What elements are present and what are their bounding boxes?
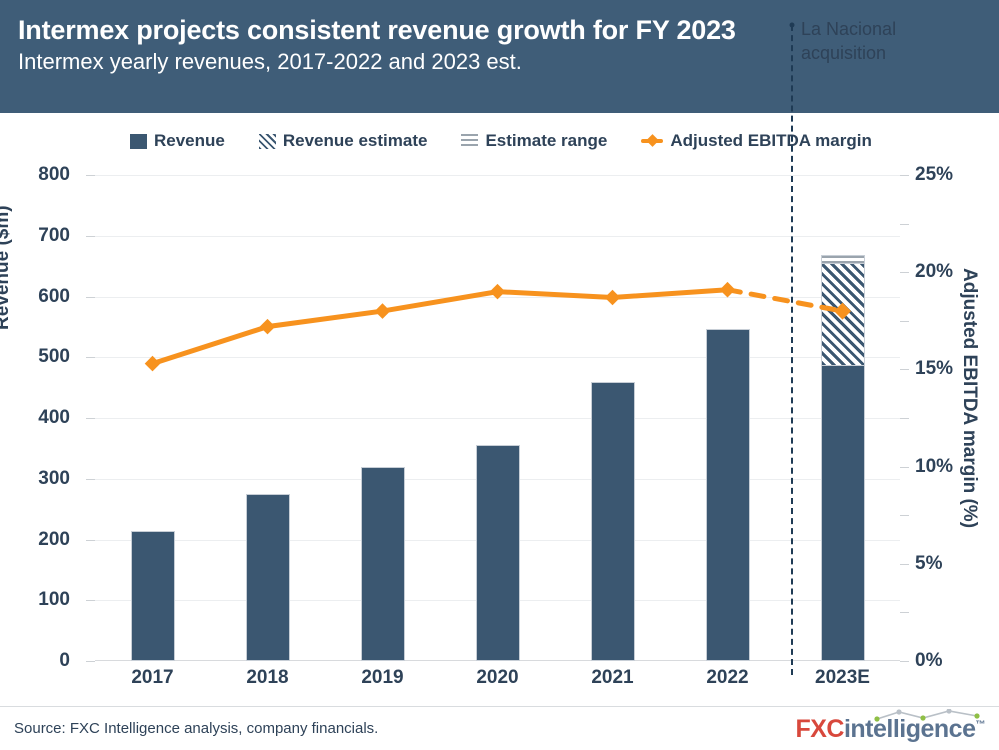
y-axis-tickmark-left: [86, 235, 95, 237]
y-axis-tick-label-left: 500: [38, 346, 70, 368]
chart-header: Intermex projects consistent revenue gro…: [0, 0, 999, 113]
page-title: Intermex projects consistent revenue gro…: [18, 15, 736, 45]
bar-estimate-range-2023E[interactable]: [820, 255, 865, 264]
chart-legend: Revenue Revenue estimate Estimate range …: [130, 131, 872, 151]
legend-label-estimate-range: Estimate range: [485, 131, 608, 150]
legend-label-adjusted-ebitda-margin: Adjusted EBITDA margin: [670, 131, 872, 150]
y-axis-tick-label-left: 600: [38, 285, 70, 307]
y-axis-tick-label-left: 300: [38, 467, 70, 489]
y-axis-tick-label-right: 10%: [915, 455, 954, 477]
y-axis-tickmark-right: [900, 369, 909, 371]
y-axis-tickmark-right: [900, 320, 909, 322]
y-axis-tickmark-left: [86, 478, 95, 480]
annotation-line-2: acquisition: [801, 43, 887, 63]
y-axis-tick-label-left: 800: [38, 164, 70, 185]
ebitda-marker-2022[interactable]: [719, 281, 736, 298]
ebitda-line-solid-segment: [150, 287, 730, 367]
legend-item-revenue: Revenue: [130, 131, 225, 151]
ebitda-marker-2018[interactable]: [259, 318, 276, 335]
horizontal-lines-icon: [461, 133, 479, 149]
orange-line-marker-icon: [641, 135, 664, 147]
x-axis-label-2018: 2018: [246, 667, 289, 688]
logo-trademark-icon: ™: [975, 719, 986, 731]
legend-item-adjusted-ebitda-margin: Adjusted EBITDA margin: [641, 131, 872, 151]
y-axis-tick-label-left: 100: [38, 589, 70, 611]
y-axis-tickmark-left: [86, 296, 95, 298]
legend-item-estimate-range: Estimate range: [461, 131, 607, 151]
y-axis-title-left: Revenue ($m): [0, 205, 13, 330]
source-note: Source: FXC Intelligence analysis, compa…: [14, 720, 379, 737]
y-axis-tickmark-right: [900, 515, 909, 517]
y-axis-tickmark-left: [86, 539, 95, 541]
x-axis-label-2023E: 2023E: [815, 667, 870, 688]
y-axis-tick-label-left: 200: [38, 528, 70, 550]
la-nacional-divider-line: [791, 25, 793, 675]
y-axis-tick-label-left: 700: [38, 224, 70, 246]
diagonal-hatch-icon: [258, 133, 276, 149]
fxcintelligence-logo: FXCintelligence™: [795, 715, 985, 744]
x-axis-label-2017: 2017: [131, 667, 174, 688]
y-axis-tickmark-right: [900, 466, 909, 468]
y-axis-tick-label-right: 20%: [915, 261, 954, 283]
logo-sparkline-icon: [874, 709, 980, 722]
y-axis-tick-label-left: 400: [38, 407, 70, 428]
x-axis-label-2021: 2021: [591, 667, 634, 688]
y-axis-tickmark-left: [86, 600, 95, 602]
y-axis-tickmark-right: [900, 563, 909, 565]
gridline: [95, 357, 900, 359]
y-axis-tick-label-left: 0: [59, 650, 70, 671]
x-axis-label-2022: 2022: [706, 667, 749, 688]
la-nacional-annotation: La Nacional acquisition: [801, 17, 896, 65]
y-axis-tickmark-right: [900, 418, 909, 419]
legend-item-revenue-estimate: Revenue estimate: [258, 131, 428, 151]
gridline: [95, 235, 900, 237]
plot-area: 0 100 200 300 400 500 600 700 800 0% 5% 10% 15% 20% 25…: [38, 19, 953, 688]
bar-revenue-2018[interactable]: [245, 493, 290, 661]
y-axis-tickmark-right: [900, 272, 909, 274]
bar-revenue-2019[interactable]: [360, 467, 405, 661]
y-axis-tickmark-left: [86, 418, 95, 419]
y-axis-tickmark-left: [86, 357, 95, 359]
y-axis-tick-label-right: 5%: [915, 552, 943, 574]
bar-revenue-2020[interactable]: [475, 444, 520, 661]
legend-label-revenue: Revenue: [154, 131, 225, 150]
la-nacional-anchor-dot: [789, 22, 795, 28]
gridline: [95, 418, 900, 419]
bar-revenue-2023E[interactable]: [820, 364, 865, 661]
logo-intelligence-text: intelligence: [843, 715, 976, 743]
y-axis-tickmark-right: [900, 175, 909, 176]
y-axis-tickmark-right: [900, 661, 909, 662]
solid-square-icon: [130, 133, 147, 149]
bar-revenue-2022[interactable]: [705, 329, 750, 661]
bar-revenue-2017[interactable]: [130, 531, 175, 661]
y-axis-tick-label-right: 15%: [915, 358, 954, 380]
y-axis-tick-label-right: 0%: [915, 650, 943, 671]
y-axis-tickmark-left: [86, 661, 95, 662]
y-axis-tickmark-right: [900, 223, 909, 225]
gridline: [95, 296, 900, 298]
ebitda-marker-2019[interactable]: [374, 303, 391, 319]
y-axis-tickmark-left: [86, 175, 95, 176]
x-axis-label-2020: 2020: [476, 667, 519, 688]
y-axis-tickmark-right: [900, 612, 909, 614]
annotation-line-1: La Nacional: [801, 19, 897, 39]
bar-revenue-2021[interactable]: [590, 382, 635, 661]
x-axis-label-2019: 2019: [361, 667, 404, 688]
legend-label-revenue-estimate: Revenue estimate: [282, 131, 428, 150]
y-axis-title-right: Adjusted EBITDA margin (%): [959, 268, 980, 529]
bar-revenue-estimate-2023E[interactable]: [820, 263, 865, 365]
chart-footer: Source: FXC Intelligence analysis, compa…: [0, 706, 999, 750]
y-axis-tick-label-right: 25%: [915, 164, 954, 185]
logo-fxc-text: FXC: [795, 715, 844, 743]
page-subtitle: Intermex yearly revenues, 2017-2022 and …: [18, 49, 522, 74]
gridline: [95, 175, 900, 176]
